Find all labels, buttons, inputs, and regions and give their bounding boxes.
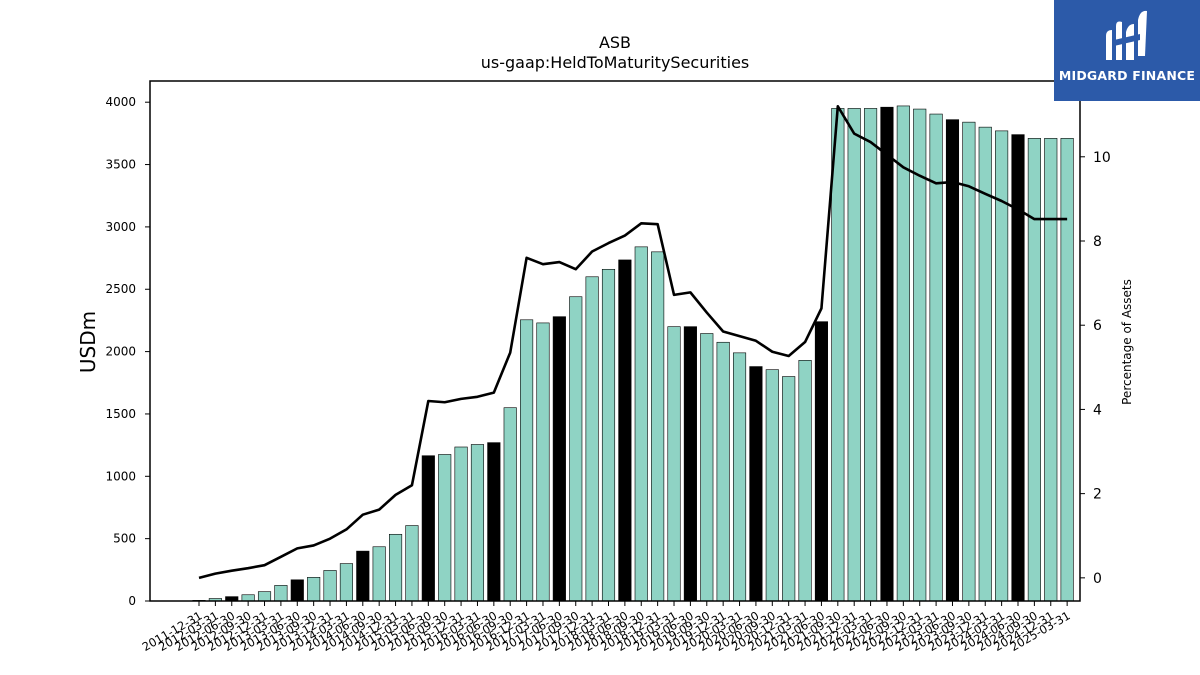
bar — [814, 321, 828, 602]
bar — [536, 322, 550, 602]
bar — [569, 296, 583, 602]
bar — [634, 246, 648, 602]
bar — [913, 108, 927, 602]
bar — [1044, 138, 1058, 602]
bar — [307, 577, 321, 602]
y-tick-label: 3000 — [105, 220, 136, 234]
logo-mark-icon — [1106, 10, 1147, 60]
bar — [421, 455, 435, 602]
y2-tick-label: 10 — [1093, 150, 1111, 166]
plot-frame — [149, 80, 1081, 602]
bar — [454, 446, 468, 602]
bar — [241, 594, 255, 602]
y2-axis-label: Percentage of Assets — [1120, 279, 1134, 405]
bar — [896, 105, 910, 602]
bar — [470, 444, 485, 602]
bar — [651, 251, 665, 602]
bar — [487, 442, 501, 602]
y-tick-label: 2500 — [105, 282, 136, 296]
line-series — [198, 104, 1068, 580]
y2-axis: 0 2 4 6 8 10 — [1080, 150, 1111, 587]
bar — [290, 579, 304, 602]
bar — [765, 369, 779, 602]
bar — [503, 407, 517, 602]
y-tick-label: 1500 — [105, 407, 136, 421]
bar — [749, 366, 763, 602]
y-axis-label: USDm — [76, 311, 100, 373]
bar — [847, 108, 861, 602]
y-tick-label: 1000 — [105, 469, 136, 483]
y-tick-label: 500 — [113, 532, 136, 546]
bar — [945, 119, 960, 602]
x-axis: 2011-12-312012-03-312012-06-302012-09-30… — [140, 601, 1073, 654]
percentage-line — [198, 104, 1068, 580]
bar — [864, 108, 878, 602]
bar — [323, 570, 337, 602]
midgard-finance-logo: MIDGARD FINANCE — [1054, 0, 1200, 101]
bar — [716, 341, 730, 602]
bar — [601, 268, 616, 602]
bar — [667, 326, 681, 602]
bar — [880, 106, 894, 602]
bar — [1060, 138, 1074, 602]
y-axis: 0 500 1000 1500 2000 2500 3000 3500 4000 — [105, 95, 150, 608]
y-tick-label: 2000 — [105, 345, 136, 359]
bar — [520, 319, 534, 602]
bar — [700, 333, 714, 602]
y-tick-label: 4000 — [105, 95, 136, 109]
bar — [438, 454, 452, 602]
bar — [339, 563, 353, 602]
bar — [389, 533, 403, 602]
bar — [683, 326, 697, 602]
bar — [831, 108, 845, 602]
y-tick-label: 0 — [128, 594, 136, 608]
logo-text: MIDGARD FINANCE — [1058, 68, 1196, 83]
bar — [782, 376, 796, 602]
chart-subtitle: us-gaap:HeldToMaturitySecurities — [481, 53, 750, 72]
y-tick-label: 3500 — [105, 158, 136, 172]
y2-tick-label: 0 — [1093, 571, 1102, 587]
bar — [978, 126, 992, 602]
bar — [1027, 138, 1041, 602]
bar — [929, 113, 943, 602]
bar — [618, 259, 632, 602]
y2-tick-label: 6 — [1093, 318, 1102, 334]
bar — [1011, 134, 1025, 602]
bar — [962, 121, 976, 602]
y2-tick-label: 2 — [1093, 487, 1102, 503]
bar — [798, 360, 812, 602]
bar — [732, 352, 747, 602]
bar — [257, 591, 272, 602]
bar — [356, 550, 370, 602]
y2-tick-label: 4 — [1093, 402, 1102, 418]
bar — [274, 585, 288, 602]
bar — [585, 276, 599, 602]
bar-series — [192, 105, 1074, 602]
bar — [405, 525, 419, 602]
bar — [372, 546, 386, 602]
chart-title: ASB — [599, 33, 631, 52]
y2-tick-label: 8 — [1093, 234, 1102, 250]
bar — [552, 316, 566, 602]
